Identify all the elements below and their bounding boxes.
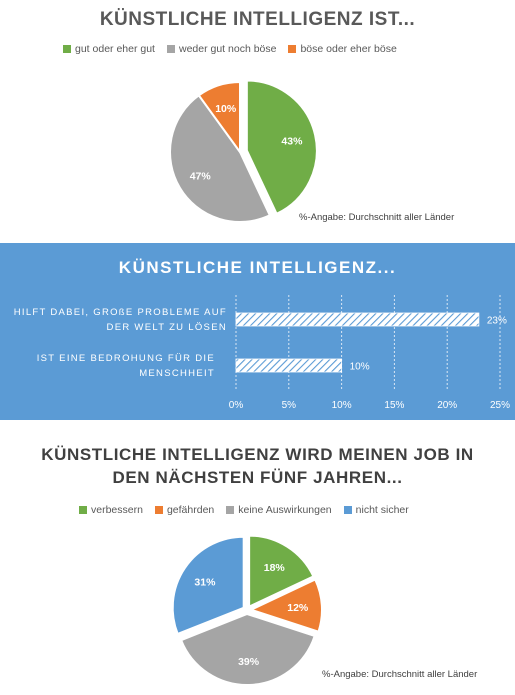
pie-slice-gef-hrden [248, 578, 323, 633]
chart3-note: %-Angabe: Durchschnitt aller Länder [322, 669, 478, 680]
pie-data-label: 47% [190, 171, 212, 183]
legend-swatch-green [79, 506, 87, 514]
pie-slice-weder-gut-noch-b-se [169, 93, 272, 223]
chart1-pie: 43% 47% 10% [169, 79, 318, 223]
chart3-pie: 18% 12% 39% 31% [171, 534, 323, 686]
legend-item-weder: weder gut noch böse [166, 43, 277, 55]
legend-swatch-green [63, 45, 71, 53]
x-tick-label: 25% [490, 400, 510, 411]
x-tick-label: 5% [282, 400, 297, 411]
chart3-title-line: KÜNSTLICHE INTELLIGENZ WIRD MEINEN JOB I… [41, 445, 474, 464]
legend-swatch-orange [154, 506, 163, 514]
pie-data-label: 43% [281, 135, 303, 147]
pie-data-label: 39% [238, 656, 260, 668]
bar-chart-panel [0, 243, 515, 420]
x-tick-label: 0% [229, 400, 244, 411]
bar-category-line: IST EINE BEDROHUNG FÜR DIE [36, 353, 215, 364]
pie-slice-gut-oder-eher-gut [245, 79, 318, 216]
legend-item-nicht-sicher: nicht sicher [343, 504, 409, 516]
legend-item-boese: böse oder eher böse [288, 43, 397, 55]
chart3-legend: verbessern gefährden keine Auswirkungen … [79, 504, 421, 516]
legend-label: böse oder eher böse [300, 43, 397, 55]
legend-item-gefaehrden: gefährden [154, 504, 215, 516]
legend-label: gefährden [166, 504, 215, 516]
chart1-title: KÜNSTLICHE INTELLIGENZ IST... [99, 9, 416, 30]
chart3-title-line: DEN NÄCHSTEN FÜNF JAHREN... [112, 468, 403, 487]
legend-swatch-blue [343, 506, 352, 514]
legend-swatch-gray [166, 45, 175, 53]
legend-label: keine Auswirkungen [238, 504, 332, 516]
bar-data-label: 10% [350, 362, 370, 373]
legend-label: nicht sicher [355, 504, 409, 516]
legend-label: weder gut noch böse [178, 43, 277, 55]
bar-data-label: 23% [487, 316, 507, 327]
x-tick-label: 15% [384, 400, 404, 411]
pie-data-label: 31% [194, 576, 216, 588]
legend-swatch-orange [288, 45, 297, 53]
bar [235, 312, 480, 327]
chart2-title: KÜNSTLICHE INTELLIGENZ... [118, 258, 397, 277]
bar-category-line: DER WELT ZU LÖSEN [106, 322, 227, 333]
pie-slice-b-se-oder-eher-b-se [197, 80, 241, 156]
bar [235, 358, 342, 373]
legend-label: verbessern [91, 504, 143, 516]
chart3-title: KÜNSTLICHE INTELLIGENZ WIRD MEINEN JOB I… [0, 443, 515, 489]
legend-item-verbessern: verbessern [79, 504, 143, 516]
legend-item-gut: gut oder eher gut [63, 43, 155, 55]
legend-label: gut oder eher gut [75, 43, 155, 55]
x-tick-label: 10% [332, 400, 352, 411]
pie-data-label: 10% [215, 103, 237, 115]
bar-category-line: MENSCHHEIT [139, 368, 215, 379]
pie-slice-keine-auswirkungen [179, 612, 316, 686]
legend-item-keine: keine Auswirkungen [226, 504, 332, 516]
pie-slice-nicht-sicher [171, 535, 245, 636]
bar-category-label: HILFT DABEI, GROßE PROBLEME AUF DER WELT… [0, 305, 227, 335]
legend-swatch-gray [226, 506, 235, 514]
pie-slice-verbessern [248, 534, 315, 609]
bar-category-label: IST EINE BEDROHUNG FÜR DIE MENSCHHEIT [0, 351, 215, 381]
chart1-note: %-Angabe: Durchschnitt aller Länder [299, 212, 455, 223]
bar-category-line: HILFT DABEI, GROßE PROBLEME AUF [13, 307, 227, 318]
x-tick-label: 20% [437, 400, 457, 411]
pie-data-label: 18% [264, 562, 286, 574]
chart1-legend: gut oder eher gut weder gut noch böse bö… [63, 43, 409, 55]
chart2-bars: 0% 5% 10% 15% 20% 25% 23% 10% [229, 295, 510, 411]
pie-data-label: 12% [287, 602, 309, 614]
